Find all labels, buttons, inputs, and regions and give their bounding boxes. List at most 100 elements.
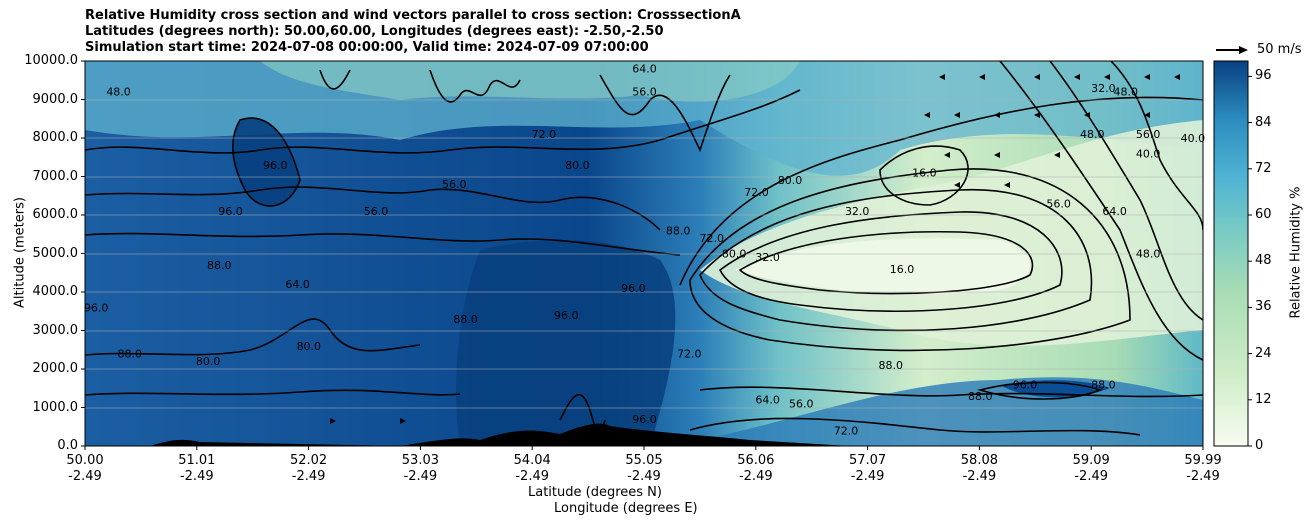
x-tick-label-lat: 57.07 — [848, 453, 887, 468]
contour-label: 16.0 — [912, 167, 937, 180]
colorbar-tick-label: 48 — [1255, 253, 1272, 269]
contour-label: 48.0 — [1080, 128, 1105, 141]
contour-label: 88.0 — [207, 259, 232, 272]
y-tick-label: 7000.0 — [32, 168, 79, 184]
x-tick-label-lon: -2.49 — [738, 469, 773, 484]
x-tick-label-lat: 53.03 — [401, 453, 439, 468]
wind-key-label: 50 m/s — [1257, 42, 1302, 57]
x-tick-label-lon: -2.49 — [515, 469, 549, 484]
contour-label: 88.0 — [118, 347, 143, 360]
contour-label: 80.0 — [778, 174, 803, 187]
contour-label: 64.0 — [1102, 205, 1127, 218]
wind-key-arrow-icon — [1216, 46, 1248, 54]
colorbar-tick-label: 60 — [1255, 207, 1272, 222]
y-axis-label: Altitude (meters) — [12, 197, 28, 308]
x-tick-label-lon: -2.49 — [850, 469, 885, 484]
x-tick-label-lat: 56.06 — [737, 453, 775, 468]
y-tick-label: 2000.0 — [32, 361, 79, 376]
y-tick-label: 3000.0 — [32, 322, 79, 338]
colorbar-tick-label: 84 — [1255, 114, 1272, 130]
contour-label: 16.0 — [890, 263, 915, 276]
contour-label: 80.0 — [565, 159, 590, 172]
contour-label: 88.0 — [666, 224, 691, 237]
contour-label: 96.0 — [554, 309, 579, 322]
contour-label: 56.0 — [1046, 197, 1071, 210]
contour-label: 96.0 — [632, 413, 657, 426]
y-tick-label: 1000.0 — [32, 399, 79, 415]
y-tick-label: 6000.0 — [32, 207, 79, 222]
y-tick-label: 10000.0 — [24, 53, 78, 68]
y-tick-label: 9000.0 — [32, 91, 79, 107]
contour-label: 56.0 — [1136, 128, 1161, 141]
y-tick-label: 8000.0 — [32, 130, 79, 145]
contour-label: 80.0 — [722, 247, 747, 260]
contour-label: 72.0 — [699, 232, 724, 245]
gridlines — [85, 99, 1203, 409]
contour-labels: 16.0 16.0 32.0 32.0 32.0 40.0 40.0 48.0 48.0 48.0… — [84, 63, 1205, 438]
y-axis-ticks — [81, 60, 85, 447]
colorbar — [1213, 60, 1249, 447]
contour-label: 56.0 — [789, 398, 814, 411]
y-tick-label: 4000.0 — [32, 284, 79, 299]
chart-title-line-1: Relative Humidity cross section and wind… — [85, 8, 741, 23]
contour-label: 88.0 — [1091, 378, 1116, 391]
colorbar-tick-label: 96 — [1255, 68, 1272, 84]
contour-label: 56.0 — [442, 178, 467, 191]
x-tick-label-lon: -2.49 — [1074, 469, 1108, 484]
contour-label: 48.0 — [1114, 86, 1139, 99]
contour-label: 64.0 — [632, 63, 657, 76]
contour-label: 40.0 — [1181, 132, 1206, 145]
x-tick-label-lon: -2.49 — [627, 469, 661, 484]
colorbar-ticks — [1248, 75, 1252, 447]
chart-title-line-3: Simulation start time: 2024-07-08 00:00:… — [85, 40, 649, 55]
x-tick-label-lat: 55.05 — [625, 453, 663, 468]
colorbar-tick-label: 12 — [1255, 391, 1272, 407]
x-axis-label-longitude: Longitude (degrees E) — [554, 501, 698, 516]
x-tick-label-lon: -2.49 — [291, 469, 326, 484]
x-tick-label-lon: -2.49 — [179, 469, 214, 484]
contour-label: 32.0 — [1091, 82, 1116, 95]
contour-label: 64.0 — [755, 394, 780, 407]
x-tick-label-lat: 52.02 — [289, 453, 328, 468]
contour-label: 72.0 — [532, 128, 557, 141]
colorbar-tick-label: 24 — [1255, 345, 1272, 361]
contour-lines — [85, 61, 1203, 436]
colorbar-tick-label: 72 — [1255, 160, 1272, 176]
contour-label: 32.0 — [845, 205, 870, 218]
x-tick-label-lon: -2.49 — [962, 469, 997, 484]
x-tick-label-lon: -2.49 — [68, 469, 102, 484]
contour-label: 56.0 — [632, 86, 657, 99]
contour-label: 88.0 — [879, 359, 904, 372]
contour-label: 80.0 — [196, 355, 221, 368]
x-tick-label-lon: -2.49 — [403, 469, 438, 484]
contour-label: 48.0 — [106, 86, 131, 99]
x-tick-label-lat: 59.99 — [1184, 453, 1222, 468]
x-tick-label-lat: 54.04 — [513, 453, 551, 468]
contour-label: 72.0 — [677, 347, 702, 360]
contour-label: 96.0 — [84, 301, 109, 314]
contour-label: 80.0 — [297, 340, 322, 353]
chart-title-line-2: Latitudes (degrees north): 50.00,60.00, … — [85, 24, 664, 39]
contour-label: 96.0 — [263, 159, 288, 172]
x-tick-label-lat: 58.08 — [960, 453, 998, 468]
colorbar-tick-label: 36 — [1255, 299, 1272, 315]
x-tick-label-lat: 59.09 — [1072, 453, 1110, 468]
contour-label: 64.0 — [285, 278, 310, 291]
y-tick-label: 5000.0 — [32, 245, 79, 261]
colorbar-label: Relative Humidity % — [1288, 186, 1304, 319]
contour-label: 96.0 — [218, 205, 243, 218]
contour-label: 88.0 — [453, 313, 478, 326]
contour-label: 88.0 — [968, 390, 993, 403]
contour-label: 56.0 — [364, 205, 389, 218]
x-axis-ticks — [84, 446, 1204, 450]
wind-vectors — [330, 74, 1180, 424]
contour-label: 72.0 — [744, 186, 769, 199]
x-tick-label-lat: 50.00 — [66, 453, 104, 468]
contour-label: 40.0 — [1136, 147, 1161, 160]
x-axis-label-latitude: Latitude (degrees N) — [528, 485, 662, 500]
contour-label: 72.0 — [834, 424, 859, 437]
x-tick-label-lon: -2.49 — [1186, 469, 1220, 484]
contour-label: 96.0 — [1013, 378, 1038, 391]
contour-label: 32.0 — [755, 251, 780, 264]
